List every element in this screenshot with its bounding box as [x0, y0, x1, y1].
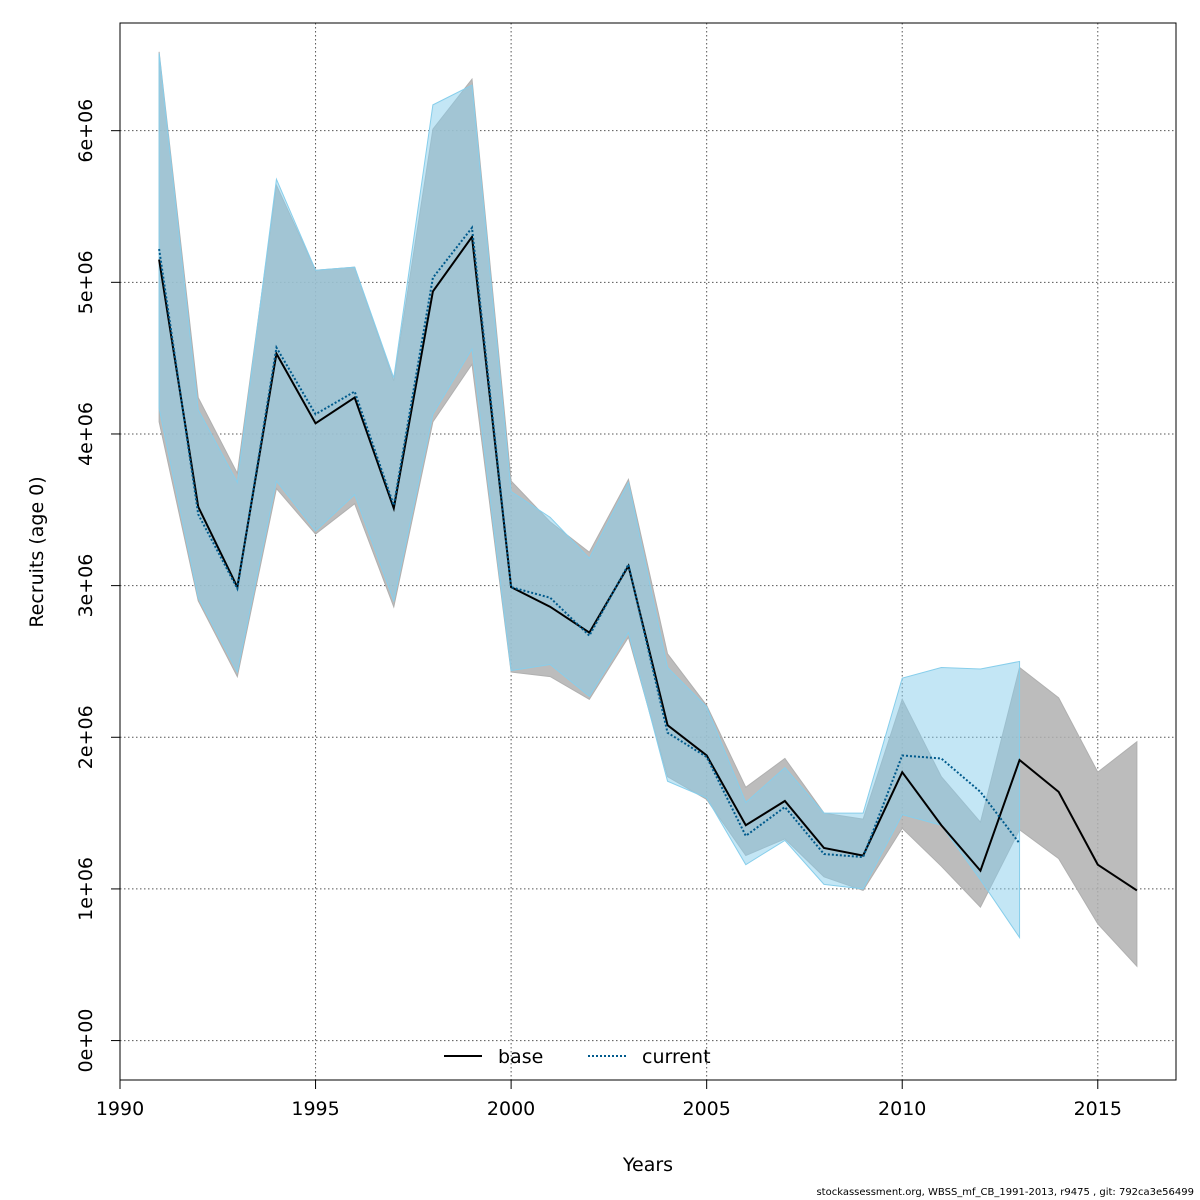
y-tick-label: 2e+06	[75, 705, 97, 769]
x-tick-label: 1995	[291, 1098, 339, 1120]
x-tick-label: 2005	[682, 1098, 730, 1120]
plot-frame	[119, 22, 1177, 1081]
legend: base current	[444, 1046, 711, 1068]
x-tick-label: 2010	[878, 1098, 926, 1120]
x-tick-label: 2015	[1074, 1098, 1122, 1120]
y-tick-label: 5e+06	[75, 250, 97, 314]
series-lines	[158, 225, 1138, 892]
x-tick-label: 1990	[96, 1098, 144, 1120]
base-line	[158, 234, 1138, 892]
y-tick-label: 4e+06	[75, 402, 97, 466]
x-tick-label: 2000	[487, 1098, 535, 1120]
legend-label-current: current	[642, 1046, 711, 1068]
y-tick-label: 3e+06	[75, 554, 97, 618]
y-axis-title: Recruits (age 0)	[26, 476, 48, 627]
axis-ticks: 1990 1995 2000 2005 2010 2015 0e+00 1e+06 2e+06 3…	[75, 99, 1122, 1120]
current-confidence-band	[158, 53, 1021, 940]
y-tick-label: 1e+06	[75, 857, 97, 921]
y-tick-label: 6e+06	[75, 99, 97, 163]
plot-border	[119, 22, 1177, 1081]
legend-label-base: base	[498, 1046, 543, 1068]
y-tick-label: 0e+00	[75, 1009, 97, 1073]
x-axis-title: Years	[622, 1154, 673, 1176]
confidence-bands	[158, 51, 1138, 968]
current-line	[158, 225, 1021, 859]
footer-note: stockassessment.org, WBSS_mf_CB_1991-201…	[816, 1187, 1194, 1198]
